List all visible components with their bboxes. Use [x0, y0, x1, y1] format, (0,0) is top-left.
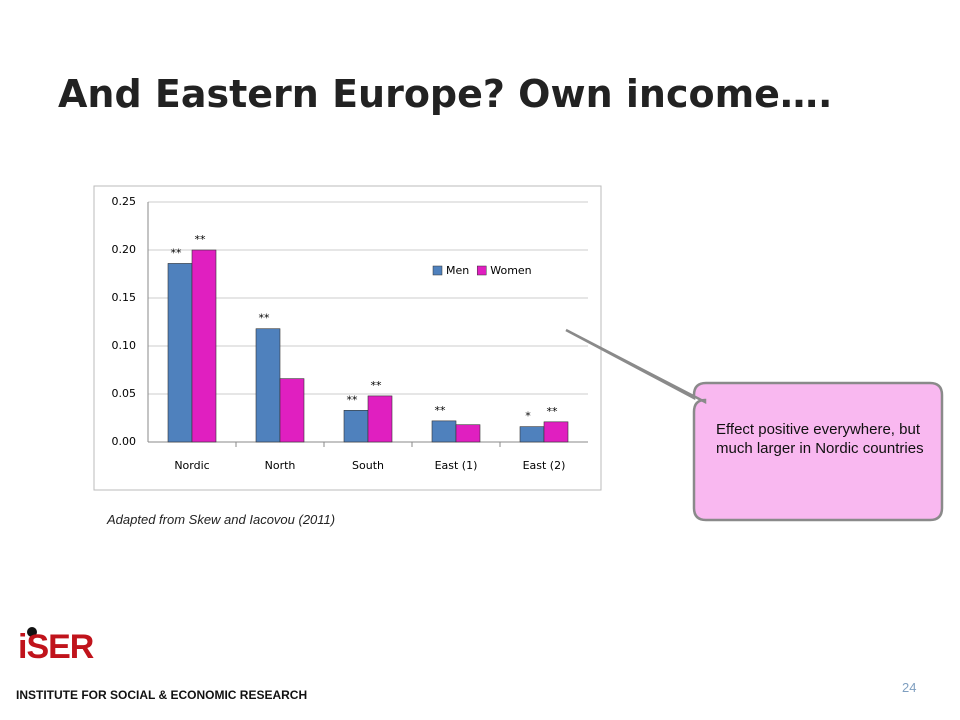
logo: iSER — [18, 628, 94, 666]
y-tick-label: 0.20 — [112, 243, 137, 256]
bar — [343, 410, 369, 443]
callout-shape — [565, 328, 944, 522]
significance-label: ** — [259, 312, 271, 325]
bar — [543, 421, 569, 443]
x-tick-label: East (1) — [435, 459, 478, 472]
page-number: 24 — [902, 680, 917, 695]
callout-text: Effect positive everywhere, but much lar… — [716, 421, 924, 457]
y-tick-label: 0.00 — [112, 435, 137, 448]
bar — [191, 249, 217, 443]
bar — [431, 420, 457, 443]
y-tick-label: 0.10 — [112, 339, 137, 352]
x-tick-label: Nordic — [174, 459, 209, 472]
significance-label: * — [525, 410, 531, 423]
bar — [255, 328, 281, 443]
legend-swatch — [476, 265, 487, 276]
bar — [519, 426, 545, 443]
significance-label: ** — [547, 405, 559, 418]
y-tick-label: 0.15 — [112, 291, 137, 304]
significance-label: ** — [171, 246, 183, 259]
y-tick-label: 0.25 — [112, 195, 137, 208]
legend-swatch — [432, 265, 443, 276]
significance-label: ** — [371, 379, 383, 392]
bar — [167, 263, 193, 443]
bar — [455, 424, 481, 443]
x-tick-label: North — [265, 459, 296, 472]
bar — [279, 378, 305, 443]
bar — [367, 395, 393, 443]
x-tick-label: East (2) — [523, 459, 566, 472]
significance-label: ** — [435, 404, 447, 417]
logo-dot — [27, 627, 37, 637]
significance-label: ** — [347, 393, 359, 406]
legend-label: Women — [490, 264, 531, 277]
logo-subtitle: INSTITUTE FOR SOCIAL & ECONOMIC RESEARCH — [16, 688, 308, 702]
slide-title: And Eastern Europe? Own income…. — [58, 72, 833, 116]
y-tick-label: 0.05 — [112, 387, 137, 400]
x-tick-label: South — [352, 459, 384, 472]
significance-label: ** — [195, 233, 207, 246]
source-note: Adapted from Skew and Iacovou (2011) — [107, 512, 336, 527]
legend-label: Men — [446, 264, 469, 277]
